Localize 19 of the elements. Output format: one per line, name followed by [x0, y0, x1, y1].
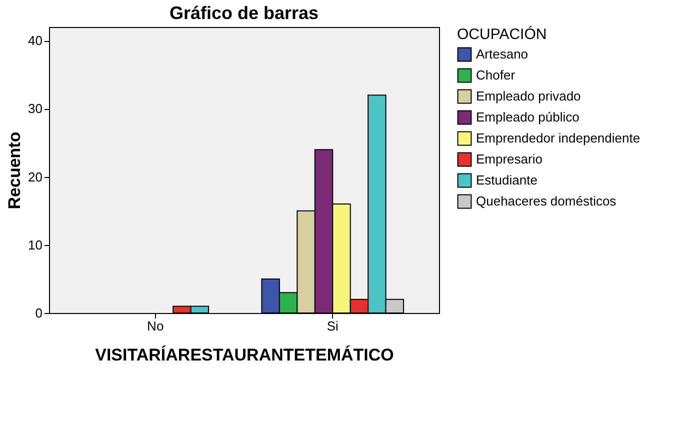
- y-tick-label: 0: [35, 306, 42, 320]
- y-axis-title: Recuento: [5, 132, 24, 210]
- legend-label: Empleado público: [476, 110, 580, 124]
- y-tick-label: 20: [28, 169, 42, 184]
- x-tick-label: Si: [326, 318, 339, 334]
- legend-title: OCUPACIÓN: [457, 25, 547, 43]
- x-axis-title: VISITARÍARESTAURANTETEMÁTICO: [95, 344, 394, 364]
- legend-label: Empleado privado: [476, 88, 581, 104]
- legend-label: Empresario: [476, 152, 542, 166]
- y-tick-label: 10: [28, 237, 42, 252]
- legend-label: Emprendedor independiente: [476, 130, 640, 146]
- y-tick-label: 40: [28, 33, 42, 48]
- legend-label: Quehaceres domésticos: [476, 194, 617, 208]
- legend-label: Chofer: [476, 68, 516, 82]
- legend-label: Artesano: [476, 46, 528, 62]
- legend-label: Estudiante: [476, 172, 538, 188]
- y-tick-label: 30: [28, 101, 42, 116]
- chart-title: Gráfico de barras: [169, 3, 319, 23]
- x-tick-label: No: [147, 318, 164, 334]
